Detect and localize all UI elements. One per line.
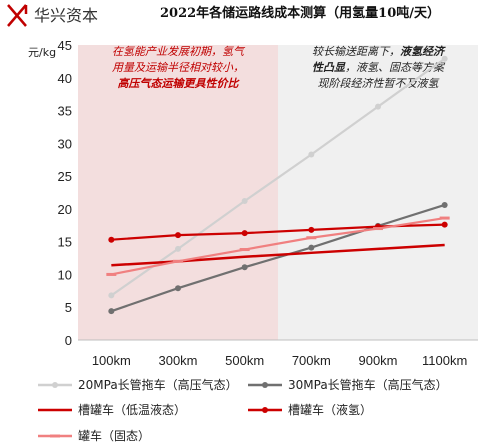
legend-item-1: 30MPa长管拖车（高压气态） [248,377,448,392]
data-point [106,272,117,276]
legend: 20MPa长管拖车（高压气态） 30MPa长管拖车（高压气态） 槽罐车（低温液态） 槽… [38,377,448,443]
annotation-1-line-2-seg-0: 现阶段经济性暂不及液氢 [318,77,441,90]
y-tick-label: 20 [58,202,72,217]
logo-text: 华兴资本 [34,6,98,25]
data-point [306,236,317,240]
x-tick-label: 1100km [422,353,467,368]
legend-label: 槽罐车（液氢） [288,402,372,417]
annotation-1-line-0-seg-0: 较长输送距离下， [312,45,400,58]
legend-item-4: 罐车（固态） [38,428,150,443]
y-tick-label: 25 [58,169,72,184]
legend-label: 槽罐车（低温液态） [78,402,186,417]
y-tick-label: 5 [65,300,72,315]
annotation-1-line-1-seg-0: 性凸显 [312,61,346,74]
data-point [373,227,383,231]
legend-label: 30MPa长管拖车（高压气态） [288,377,448,392]
data-point [175,285,181,292]
data-point [308,151,315,158]
data-point [108,308,115,315]
data-point [241,230,248,237]
data-point [173,259,183,263]
legend-swatch-marker [50,434,60,438]
chart-title: 2022年各储运路线成本测算（用氢量10吨/天） [160,5,440,21]
series-group [106,55,450,315]
data-point [108,292,115,299]
x-tick-label: 100km [92,353,131,368]
legend-swatch-marker [52,382,58,388]
legend-swatch-marker [262,407,268,413]
annotation-0-line-1: 用量及运输半径相对较小， [112,61,244,74]
y-tick-label: 30 [58,136,72,151]
data-point [175,245,181,252]
legend-item-3: 槽罐车（液氢） [248,402,372,417]
annotation-0-line-1-seg-0: 用量及运输半径相对较小， [112,61,244,74]
data-point [375,103,381,110]
annotation-1-line-2: 现阶段经济性暂不及液氢 [318,77,441,90]
series-line-0 [110,57,446,297]
legend-item-0: 20MPa长管拖车（高压气态） [38,377,238,392]
annotation-0-line-0: 在氢能产业发展初期，氢气 [112,45,246,58]
logo: 华兴资本 [7,4,98,27]
legend-item-2: 槽罐车（低温液态） [38,402,186,417]
logo-icon [7,4,28,27]
data-point [308,226,315,233]
shaded-regions [78,45,478,340]
annotation-1-line-0-seg-1: 液氢经济 [400,45,446,58]
data-point [441,55,448,62]
axes: 0 5 10 15 20 25 30 35 40 45 100km 300km 500km 700km 90… [58,38,478,368]
annotation-0-line-2-seg-0: 高压气态运输更具性价比 [118,77,241,90]
shaded-region-1 [278,45,478,340]
x-tick-label: 500km [225,353,264,368]
y-tick-label: 10 [58,267,72,282]
annotation-0-line-0-seg-0: 在氢能产业发展初期，氢气 [112,45,246,58]
series-line-1 [110,203,445,313]
data-point [441,201,448,208]
legend-swatch-marker [262,382,268,388]
annotation-1-line-0: 较长输送距离下，液氢经济 [312,45,446,58]
y-tick-label: 0 [65,333,72,348]
data-point [241,198,248,205]
data-point [439,216,450,220]
x-tick-label: 300km [158,353,197,368]
data-point [308,244,315,251]
x-tick-label: 700km [292,353,331,368]
series-line-4 [111,216,445,276]
data-point [441,221,448,228]
annotation-1-line-1: 性凸显，液氢、固态等方案 [312,61,446,74]
y-tick-label: 35 [58,104,72,119]
x-tick-label: 900km [358,353,397,368]
legend-label: 罐车（固态） [78,428,150,443]
data-point [241,264,248,271]
y-tick-label: 15 [58,235,72,250]
y-tick-label: 40 [58,71,72,86]
series-line-2 [111,243,445,267]
data-point [175,232,181,239]
data-point [239,248,250,252]
data-point [108,236,115,243]
annotation-1-line-1-seg-1: ，液氢、固态等方案 [345,61,446,74]
y-tick-label: 45 [58,38,72,53]
legend-label: 20MPa长管拖车（高压气态） [78,377,238,392]
y-axis-label: 元/kg [28,46,56,59]
annotation-0-line-2: 高压气态运输更具性价比 [118,77,241,90]
